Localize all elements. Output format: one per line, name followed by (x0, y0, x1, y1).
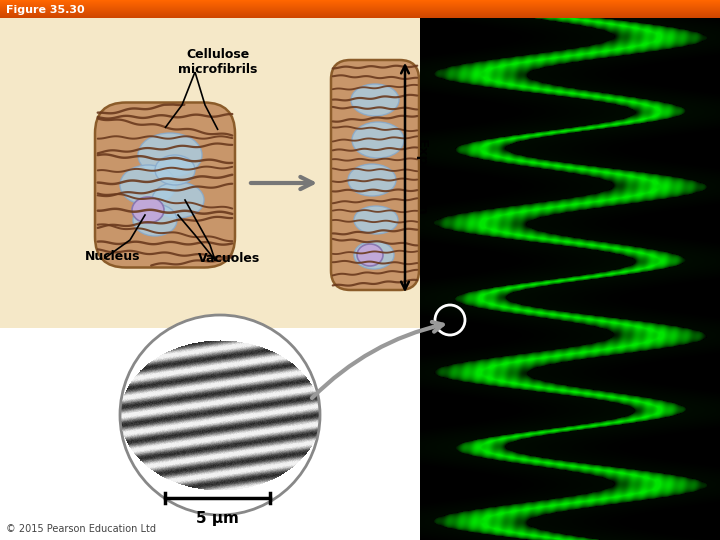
Bar (0, 17, 720, 18)
Ellipse shape (155, 155, 195, 185)
Bar (0, 0, 720, 1)
Ellipse shape (348, 164, 396, 196)
Ellipse shape (132, 197, 164, 223)
Bar (0, 3, 720, 4)
Text: Expansion: Expansion (415, 139, 428, 215)
Ellipse shape (357, 244, 383, 266)
Bar (420, 18, 720, 540)
Ellipse shape (138, 133, 202, 177)
Ellipse shape (351, 84, 399, 116)
FancyBboxPatch shape (331, 60, 419, 290)
Ellipse shape (152, 182, 204, 218)
Ellipse shape (133, 204, 177, 236)
Text: Vacuoles: Vacuoles (198, 252, 260, 265)
Text: Nucleus: Nucleus (85, 250, 140, 263)
Text: 5 μm: 5 μm (196, 511, 239, 526)
Bar (0, 1, 720, 2)
Bar (0, 16, 720, 17)
Bar (0, 8, 720, 9)
Bar (0, 2, 720, 3)
Bar (0, 15, 720, 16)
Ellipse shape (352, 122, 404, 158)
Bar (0, 13, 720, 14)
Bar (0, 5, 720, 6)
FancyBboxPatch shape (95, 103, 235, 267)
Bar (0, 9, 720, 10)
Ellipse shape (354, 241, 394, 269)
Bar (0, 10, 720, 11)
Ellipse shape (354, 206, 398, 234)
Text: Figure 35.30: Figure 35.30 (6, 5, 85, 15)
Bar (0, 6, 720, 7)
Text: Cellulose
microfibrils: Cellulose microfibrils (179, 48, 258, 76)
Text: © 2015 Pearson Education Ltd: © 2015 Pearson Education Ltd (6, 524, 156, 534)
Bar (0, 7, 720, 8)
Bar (0, 328, 420, 540)
Bar (0, 18, 420, 328)
Bar (0, 11, 720, 12)
Bar (0, 4, 720, 5)
Bar (0, 12, 720, 13)
Bar (0, 14, 720, 15)
Circle shape (120, 315, 320, 515)
Ellipse shape (120, 165, 176, 205)
